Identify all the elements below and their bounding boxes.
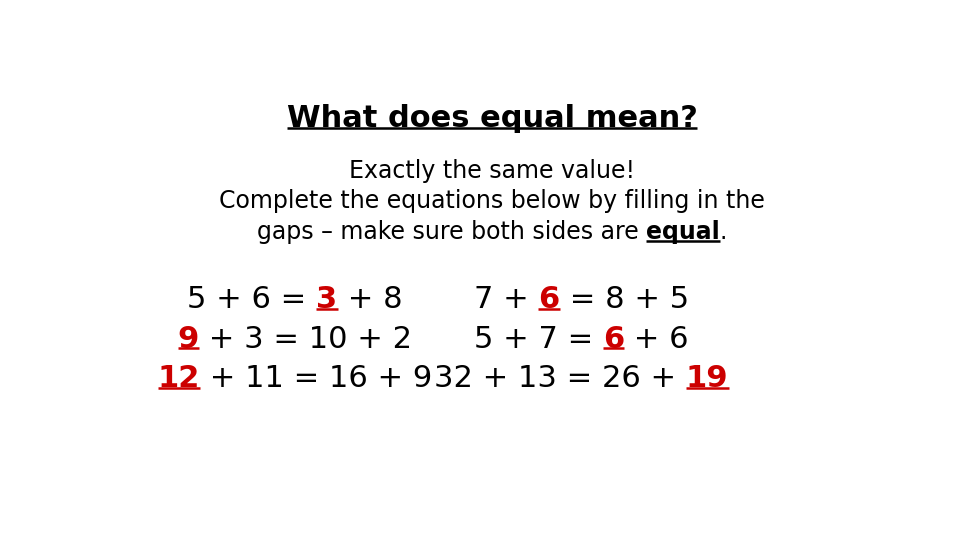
Text: 9: 9 [178, 325, 199, 354]
Text: 19: 19 [685, 364, 729, 393]
Text: + 3 = 10 + 2: + 3 = 10 + 2 [199, 325, 412, 354]
Text: What does equal mean?: What does equal mean? [287, 104, 697, 133]
Text: Exactly the same value!: Exactly the same value! [348, 159, 636, 183]
Text: 5 + 7 =: 5 + 7 = [474, 325, 603, 354]
Text: equal: equal [646, 220, 720, 244]
Text: .: . [720, 220, 727, 244]
Text: gaps – make sure both sides are: gaps – make sure both sides are [257, 220, 646, 244]
Text: 7 +: 7 + [474, 285, 539, 314]
Text: 3: 3 [317, 285, 338, 314]
Text: 5 + 6 =: 5 + 6 = [187, 285, 317, 314]
Text: 6: 6 [539, 285, 560, 314]
Text: + 11 = 16 + 9: + 11 = 16 + 9 [200, 364, 432, 393]
Text: = 8 + 5: = 8 + 5 [560, 285, 688, 314]
Text: Complete the equations below by filling in the: Complete the equations below by filling … [219, 189, 765, 213]
Text: + 8: + 8 [338, 285, 402, 314]
Text: 32 + 13 = 26 +: 32 + 13 = 26 + [434, 364, 685, 393]
Text: 12: 12 [157, 364, 200, 393]
Text: 6: 6 [603, 325, 624, 354]
Text: + 6: + 6 [624, 325, 688, 354]
